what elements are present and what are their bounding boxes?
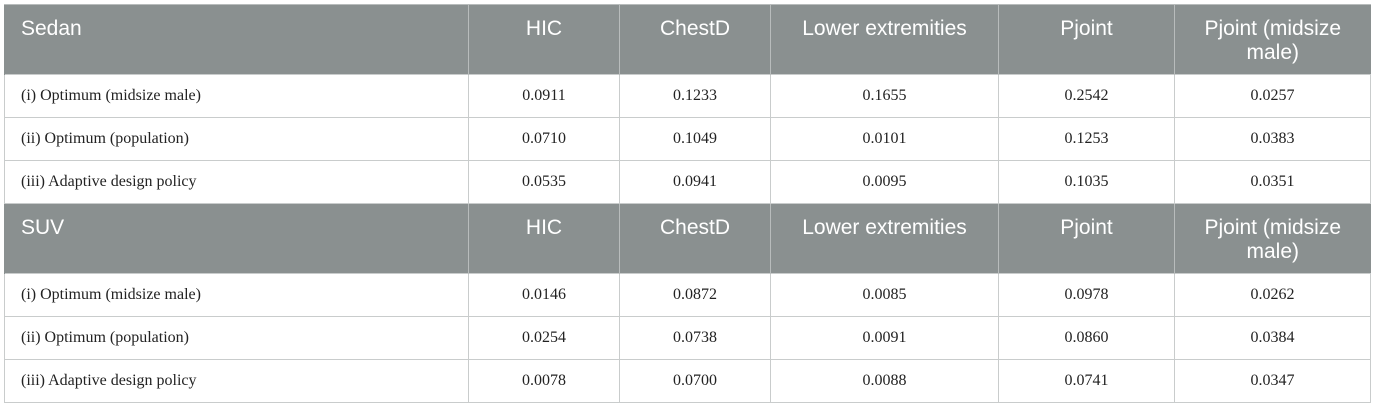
- cell-value: 0.0347: [1174, 359, 1371, 403]
- section-title-suv: SUV: [4, 203, 469, 274]
- row-label: (iii) Adaptive design policy: [4, 359, 469, 403]
- cell-value: 0.1049: [619, 117, 771, 161]
- section-title-sedan: Sedan: [4, 4, 469, 75]
- cell-value: 0.0146: [468, 273, 620, 317]
- cell-value: 0.0257: [1174, 74, 1371, 118]
- table-row: (iii) Adaptive design policy 0.0535 0.09…: [4, 160, 1371, 204]
- cell-value: 0.0872: [619, 273, 771, 317]
- cell-value: 0.0941: [619, 160, 771, 204]
- cell-value: 0.0091: [770, 316, 999, 360]
- col-header-chestd: ChestD: [619, 203, 771, 274]
- col-header-hic: HIC: [468, 4, 620, 75]
- col-header-pjoint-midsize-male: Pjoint (midsize male): [1174, 203, 1371, 274]
- row-label: (i) Optimum (midsize male): [4, 74, 469, 118]
- cell-value: 0.0088: [770, 359, 999, 403]
- col-header-chestd: ChestD: [619, 4, 771, 75]
- table-row: (i) Optimum (midsize male) 0.0911 0.1233…: [4, 74, 1371, 118]
- header-row-suv: SUV HIC ChestD Lower extremities Pjoint …: [4, 203, 1371, 274]
- cell-value: 0.0085: [770, 273, 999, 317]
- cell-value: 0.0738: [619, 316, 771, 360]
- cell-value: 0.0383: [1174, 117, 1371, 161]
- cell-value: 0.0700: [619, 359, 771, 403]
- cell-value: 0.0710: [468, 117, 620, 161]
- cell-value: 0.1035: [998, 160, 1175, 204]
- cell-value: 0.0254: [468, 316, 620, 360]
- row-label: (iii) Adaptive design policy: [4, 160, 469, 204]
- cell-value: 0.0741: [998, 359, 1175, 403]
- table-row: (ii) Optimum (population) 0.0254 0.0738 …: [4, 316, 1371, 360]
- results-table-container: Sedan HIC ChestD Lower extremities Pjoin…: [4, 4, 1371, 403]
- table-row: (ii) Optimum (population) 0.0710 0.1049 …: [4, 117, 1371, 161]
- cell-value: 0.0535: [468, 160, 620, 204]
- table-row: (i) Optimum (midsize male) 0.0146 0.0872…: [4, 273, 1371, 317]
- row-label: (i) Optimum (midsize male): [4, 273, 469, 317]
- cell-value: 0.0911: [468, 74, 620, 118]
- col-header-pjoint: Pjoint: [998, 4, 1175, 75]
- cell-value: 0.0101: [770, 117, 999, 161]
- header-row-sedan: Sedan HIC ChestD Lower extremities Pjoin…: [4, 4, 1371, 75]
- col-header-pjoint-midsize-male: Pjoint (midsize male): [1174, 4, 1371, 75]
- row-label: (ii) Optimum (population): [4, 117, 469, 161]
- col-header-pjoint: Pjoint: [998, 203, 1175, 274]
- col-header-lower-extremities: Lower extremities: [770, 203, 999, 274]
- cell-value: 0.0095: [770, 160, 999, 204]
- col-header-lower-extremities: Lower extremities: [770, 4, 999, 75]
- cell-value: 0.0978: [998, 273, 1175, 317]
- cell-value: 0.1655: [770, 74, 999, 118]
- results-table: Sedan HIC ChestD Lower extremities Pjoin…: [4, 4, 1371, 403]
- cell-value: 0.0860: [998, 316, 1175, 360]
- table-row: (iii) Adaptive design policy 0.0078 0.07…: [4, 359, 1371, 403]
- cell-value: 0.0262: [1174, 273, 1371, 317]
- col-header-hic: HIC: [468, 203, 620, 274]
- cell-value: 0.0384: [1174, 316, 1371, 360]
- cell-value: 0.0078: [468, 359, 620, 403]
- cell-value: 0.2542: [998, 74, 1175, 118]
- cell-value: 0.1253: [998, 117, 1175, 161]
- cell-value: 0.1233: [619, 74, 771, 118]
- row-label: (ii) Optimum (population): [4, 316, 469, 360]
- cell-value: 0.0351: [1174, 160, 1371, 204]
